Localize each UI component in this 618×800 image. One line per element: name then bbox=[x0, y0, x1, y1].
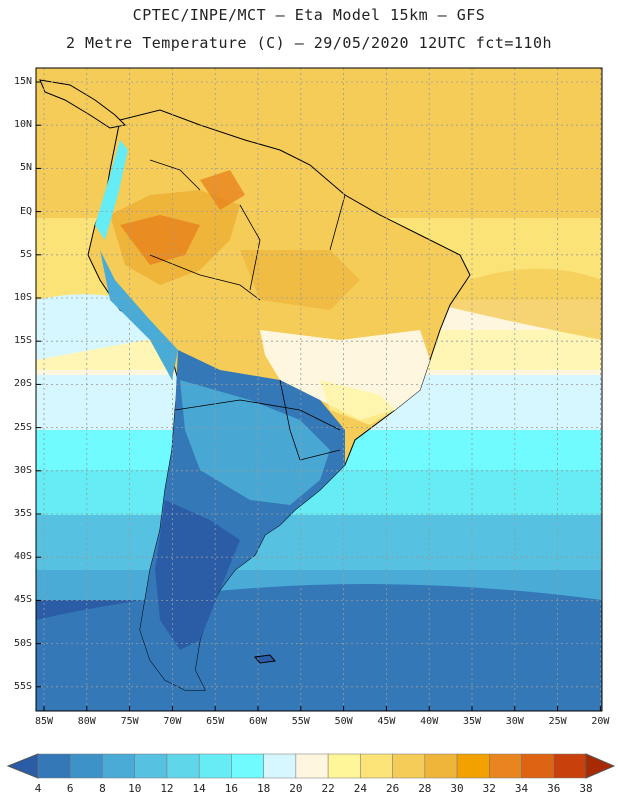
country-borders bbox=[149, 159, 346, 461]
colorbar-label: 26 bbox=[385, 782, 400, 795]
colorbar-swatch bbox=[295, 753, 329, 779]
colorbar-arrow-high bbox=[585, 753, 616, 779]
colorbar-label: 16 bbox=[224, 782, 239, 795]
map-field bbox=[36, 68, 602, 711]
colorbar-label: 24 bbox=[353, 782, 367, 795]
colorbar-arrow-low bbox=[6, 753, 39, 779]
map-title: CPTEC/INPE/MCT – Eta Model 15km – GFS bbox=[132, 6, 486, 24]
colorbar-swatch bbox=[521, 753, 555, 779]
colorbar-label: 28 bbox=[418, 782, 432, 795]
lat-label: 35S bbox=[13, 508, 32, 519]
lon-label: 40W bbox=[420, 716, 439, 727]
lon-label: 65W bbox=[206, 716, 225, 727]
lat-label: EQ bbox=[19, 205, 32, 217]
colorbar-label: 34 bbox=[514, 782, 529, 795]
colorbar-swatch bbox=[392, 753, 426, 779]
lon-label: 35W bbox=[462, 716, 482, 727]
lat-label: 30S bbox=[13, 464, 32, 476]
colorbar-label: 14 bbox=[192, 782, 206, 795]
colorbar-label: 20 bbox=[289, 782, 303, 795]
colorbar-swatch bbox=[231, 753, 264, 779]
lon-label: 25W bbox=[548, 716, 567, 727]
colorbar-label: 12 bbox=[160, 782, 174, 795]
colorbar-swatch bbox=[489, 753, 522, 779]
colorbar-swatch bbox=[198, 753, 232, 779]
lat-label: 10N bbox=[13, 119, 32, 131]
colorbar-swatch bbox=[360, 753, 393, 779]
lat-label: 50S bbox=[13, 637, 32, 649]
colorbar-label: 4 bbox=[34, 782, 42, 795]
lon-label: 80W bbox=[77, 716, 96, 727]
map-subtitle: 2 Metre Temperature (C) – 29/05/2020 12U… bbox=[65, 34, 553, 52]
colorbar-swatch bbox=[134, 753, 168, 779]
colorbar-label: 8 bbox=[99, 782, 106, 795]
lat-label: 25S bbox=[13, 421, 32, 433]
colorbar-label: 38 bbox=[579, 782, 593, 795]
lat-label: 45S bbox=[13, 594, 32, 606]
colorbar-label: 10 bbox=[128, 782, 142, 795]
lat-label: 40S bbox=[13, 551, 32, 563]
lon-label: 55W bbox=[291, 716, 310, 727]
lon-label: 30W bbox=[505, 716, 524, 727]
lon-label: 70W bbox=[163, 716, 182, 727]
lat-label: 20S bbox=[13, 378, 32, 390]
lon-label: 50W bbox=[334, 716, 353, 727]
colorbar-label: 18 bbox=[257, 782, 271, 795]
axis-ticks bbox=[36, 81, 601, 711]
colorbar-label: 36 bbox=[547, 782, 561, 795]
colorbar-swatch bbox=[37, 753, 71, 779]
colorbar-swatch bbox=[102, 753, 135, 779]
lat-label: 15N bbox=[13, 76, 32, 87]
colorbar-swatch bbox=[553, 753, 587, 779]
graticule bbox=[36, 68, 602, 711]
lon-label: 45W bbox=[377, 716, 396, 727]
lat-label: 5N bbox=[19, 162, 32, 174]
lat-label: 55S bbox=[13, 680, 32, 692]
lat-label: 5S bbox=[19, 248, 32, 260]
map-frame bbox=[35, 67, 603, 712]
lon-label: 60W bbox=[248, 716, 268, 727]
colorbar-swatch bbox=[69, 753, 103, 779]
colorbar-swatch bbox=[456, 753, 490, 779]
colorbar-swatch bbox=[327, 753, 361, 779]
colorbar-label: 6 bbox=[66, 782, 74, 795]
lat-label: 10S bbox=[13, 292, 32, 303]
lon-label: 20W bbox=[591, 716, 610, 727]
colorbar bbox=[6, 753, 616, 779]
lon-label: 85W bbox=[34, 716, 54, 727]
colorbar-swatch bbox=[166, 753, 200, 779]
colorbar-label: 22 bbox=[321, 782, 335, 795]
colorbar-label: 30 bbox=[450, 782, 464, 795]
colorbar-label: 32 bbox=[482, 782, 496, 795]
lon-label: 75W bbox=[120, 716, 139, 727]
colorbar-swatch bbox=[424, 753, 458, 779]
central-america bbox=[39, 79, 127, 129]
colorbar-swatch bbox=[263, 753, 297, 779]
lat-label: 15S bbox=[13, 335, 32, 347]
